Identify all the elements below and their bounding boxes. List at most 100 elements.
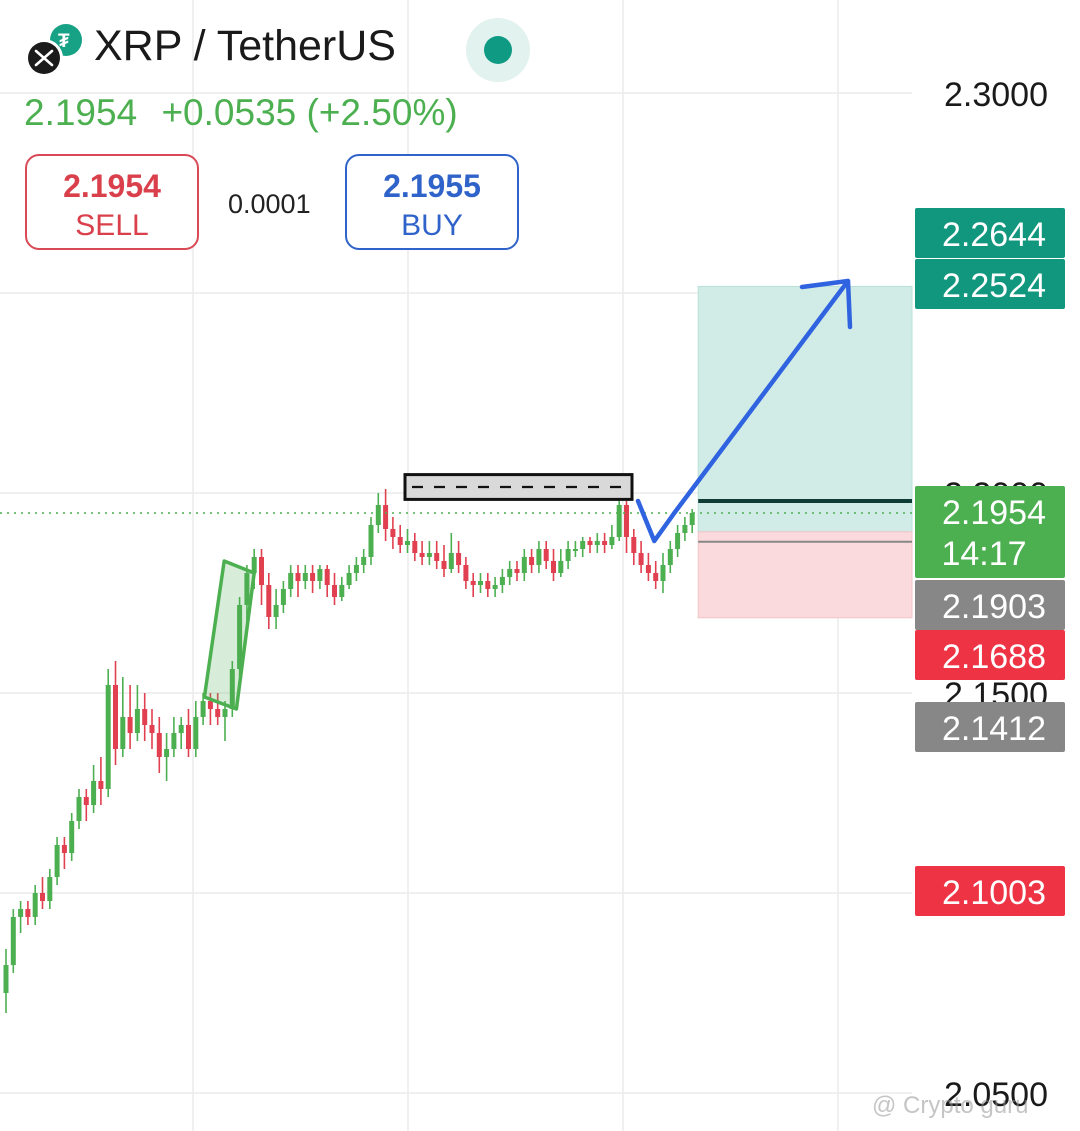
stop-zone [697, 531, 913, 619]
candle-body [302, 573, 308, 581]
candle-body [485, 581, 491, 589]
candle-body [98, 781, 104, 789]
candle-body [346, 573, 352, 585]
candle-body [507, 569, 513, 577]
watermark-text: @ Crypto guru [872, 1092, 1029, 1119]
candle-body [419, 553, 425, 557]
candle-body [434, 553, 440, 561]
candle-body [675, 533, 681, 549]
price-marker-label: 2.1954 [942, 494, 1046, 532]
candle-body [54, 845, 60, 877]
spread-value: 0.0001 [228, 189, 311, 219]
sell-label: SELL [75, 209, 149, 242]
buy-label: BUY [401, 209, 463, 242]
candle-body [273, 605, 279, 617]
candle-body [32, 893, 38, 917]
candle-body [551, 561, 556, 573]
candle-body [200, 701, 206, 717]
price-marker-tp-high [915, 208, 1065, 258]
candle-body [244, 573, 250, 605]
candle-body [405, 541, 410, 545]
live-dot-icon [484, 36, 512, 64]
candle-body [156, 733, 162, 757]
candle-body [609, 537, 615, 545]
candle-timer-label: 14:17 [941, 535, 1026, 573]
price-marker-current [915, 486, 1065, 578]
candle-body [18, 909, 24, 917]
candle-body [448, 553, 454, 569]
price-marker-entry [915, 580, 1065, 630]
sell-button[interactable]: 2.1954 SELL [25, 154, 199, 250]
price-marker-label: 2.1412 [942, 710, 1046, 748]
candle-body [645, 565, 651, 573]
candle-body [441, 561, 447, 569]
candle-body [543, 549, 549, 561]
candle-body [259, 557, 264, 585]
candle-body [266, 585, 272, 617]
candle-body [40, 893, 45, 901]
candle-body [361, 557, 367, 565]
buy-button[interactable]: 2.1955 BUY [345, 154, 519, 250]
price-marker-label: 2.1688 [942, 638, 1046, 676]
market-status-icon [466, 18, 530, 82]
price-marker-low2 [915, 866, 1065, 916]
candle-body [397, 537, 403, 545]
candle-body [113, 685, 118, 749]
candle-body [288, 573, 294, 589]
chart-annotations [0, 278, 913, 711]
candle-body [667, 549, 673, 565]
price-change: +0.0535 (+2.50%) [161, 92, 458, 133]
candle-body [47, 877, 53, 901]
symbol-logo: ₮ [24, 22, 92, 78]
target-zone [697, 285, 913, 533]
candle-body [594, 541, 600, 545]
candle-body [463, 565, 469, 581]
candle-body [602, 541, 608, 545]
candle-body [390, 529, 396, 537]
candle-body [478, 581, 483, 585]
price-tick-label: 2.0500 [944, 1076, 1048, 1114]
candle-body [412, 541, 418, 553]
candle-body [426, 553, 432, 557]
candle-body [332, 585, 337, 597]
candle-body [653, 573, 659, 581]
arrow-head [799, 278, 853, 330]
candle-body [10, 917, 16, 965]
candle-body [83, 797, 89, 805]
candle-body [456, 553, 462, 565]
sell-price: 2.1954 [63, 168, 161, 204]
candle-body [142, 709, 148, 725]
candle-body [61, 845, 67, 853]
projection-arrow [635, 278, 851, 544]
price-tick-label: 2.3000 [944, 76, 1048, 114]
candle-body [317, 569, 323, 581]
candle-body [521, 557, 527, 573]
price-marker-low [915, 702, 1065, 752]
candle-body [324, 569, 330, 585]
impulse-flag [202, 559, 256, 711]
candle-body [25, 909, 31, 917]
price-axis: 2.30002.20002.15002.05002.26442.25242.19… [915, 76, 1065, 1114]
quote-line: 2.1954 +0.0535 (+2.50%) [24, 92, 472, 134]
candle-body [682, 525, 688, 533]
candle-body [310, 573, 316, 581]
candle-body [229, 669, 235, 709]
symbol-title[interactable]: XRP / TetherUS [94, 22, 396, 70]
candle-body [178, 725, 184, 733]
candle-body [215, 709, 221, 717]
candle-body [91, 781, 97, 805]
candle-body [193, 717, 199, 749]
candle-body [499, 577, 505, 585]
candle-body [558, 561, 564, 573]
candle-body [660, 565, 666, 581]
candle-body [529, 557, 535, 565]
candle-body [3, 965, 9, 993]
last-price: 2.1954 [24, 92, 138, 133]
svg-text:₮: ₮ [58, 31, 70, 52]
candle-body [164, 749, 170, 757]
price-marker-tp [915, 259, 1065, 309]
candle-body [353, 565, 359, 573]
price-marker-stop [915, 630, 1065, 680]
candle-body [631, 537, 637, 553]
